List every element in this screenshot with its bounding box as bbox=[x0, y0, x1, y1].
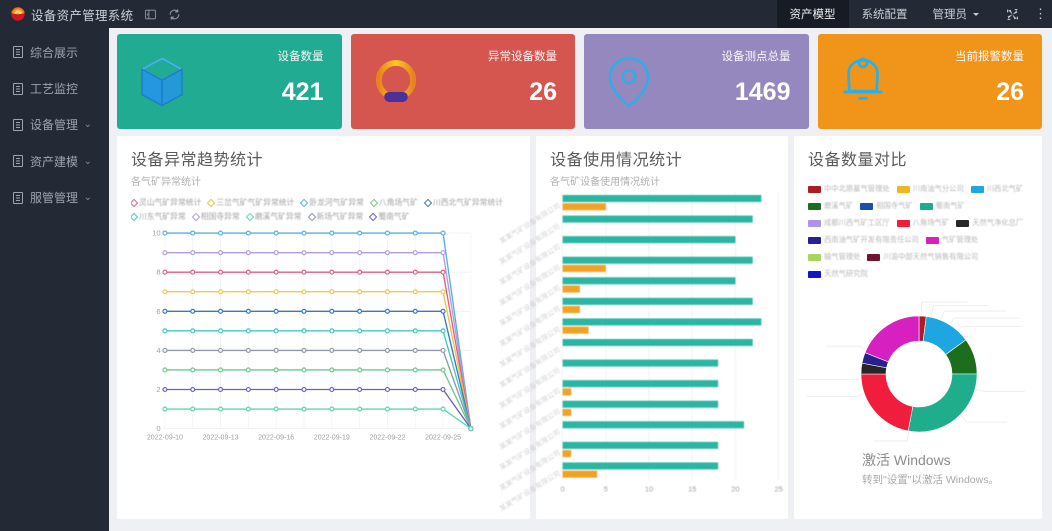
svg-text:8: 8 bbox=[156, 268, 160, 277]
svg-text:25: 25 bbox=[775, 485, 783, 494]
svg-text:2022-09-25: 2022-09-25 bbox=[425, 435, 461, 442]
svg-text:0: 0 bbox=[156, 424, 160, 433]
svg-text:6: 6 bbox=[156, 307, 160, 316]
svg-text:10: 10 bbox=[645, 485, 653, 494]
svg-text:5: 5 bbox=[604, 485, 608, 494]
svg-text:20: 20 bbox=[731, 485, 739, 494]
svg-text:2022-09-22: 2022-09-22 bbox=[369, 435, 405, 442]
svg-text:15: 15 bbox=[688, 485, 696, 494]
svg-text:2022-09-16: 2022-09-16 bbox=[258, 435, 294, 442]
svg-text:10: 10 bbox=[152, 229, 161, 238]
svg-text:4: 4 bbox=[156, 346, 161, 355]
svg-text:2022-09-10: 2022-09-10 bbox=[147, 435, 183, 442]
svg-text:2022-09-19: 2022-09-19 bbox=[314, 435, 350, 442]
svg-text:0: 0 bbox=[561, 485, 565, 494]
svg-text:2022-09-13: 2022-09-13 bbox=[203, 435, 239, 442]
svg-text:2: 2 bbox=[156, 385, 160, 394]
